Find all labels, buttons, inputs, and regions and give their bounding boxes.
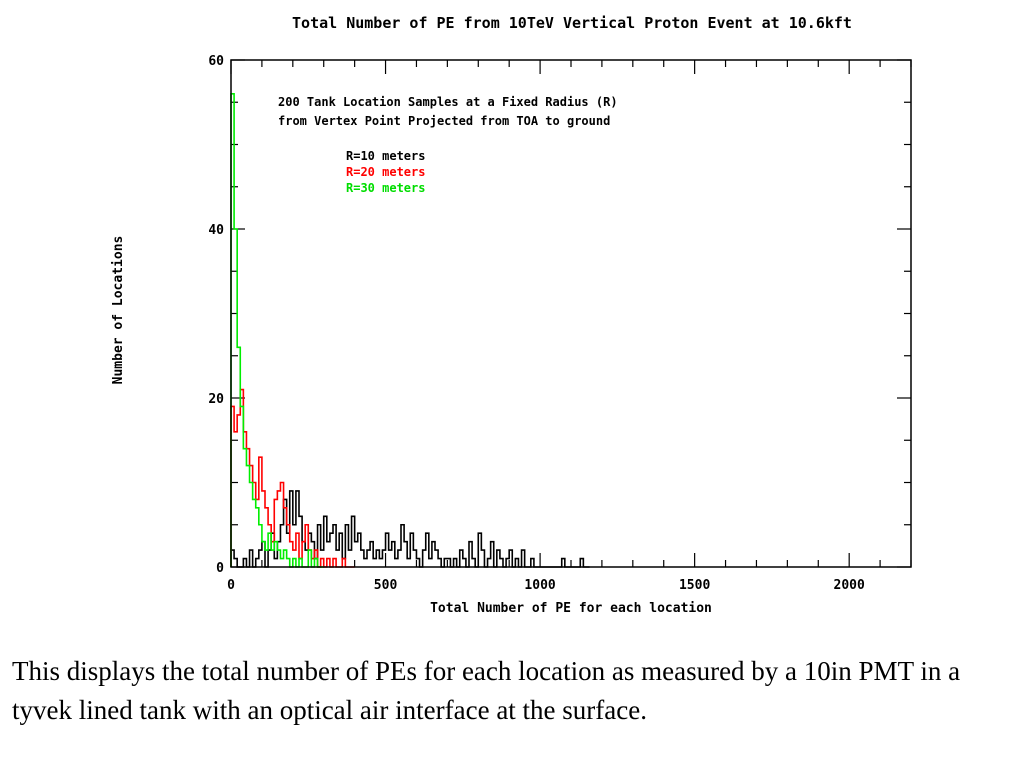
legend: R=10 meters R=20 meters R=30 meters [346,149,425,195]
y-tick-label: 0 [216,561,224,576]
x-tick-label: 1000 [524,578,555,593]
x-tick-label: 1500 [679,578,710,593]
y-axis-label: Number of Locations [111,236,126,385]
y-tick-label: 40 [208,223,224,238]
histogram-chart: Total Number of PE from 10TeV Vertical P… [111,14,912,616]
axis-ticks: 0 500 1000 1500 2000 0 20 40 60 [208,54,912,593]
series-line-2 [230,388,355,568]
annotation-line-2: from Vertex Point Projected from TOA to … [278,114,610,128]
series-line-1 [230,490,590,568]
y-tick-label: 60 [208,54,224,69]
chart-svg: Total Number of PE from 10TeV Vertical P… [111,14,912,616]
plot-frame [230,59,912,568]
x-axis-label: Total Number of PE for each location [430,601,712,616]
legend-entry-r20: R=20 meters [346,165,425,179]
annotation-line-1: 200 Tank Location Samples at a Fixed Rad… [278,95,618,109]
chart-title: Total Number of PE from 10TeV Vertical P… [292,14,852,32]
legend-entry-r10: R=10 meters [346,149,425,163]
x-tick-label: 0 [227,578,235,593]
x-tick-label: 2000 [834,578,865,593]
legend-entry-r30: R=30 meters [346,181,425,195]
caption-text: This displays the total number of PEs fo… [12,656,961,725]
x-tick-label: 500 [374,578,398,593]
y-tick-label: 20 [208,392,224,407]
